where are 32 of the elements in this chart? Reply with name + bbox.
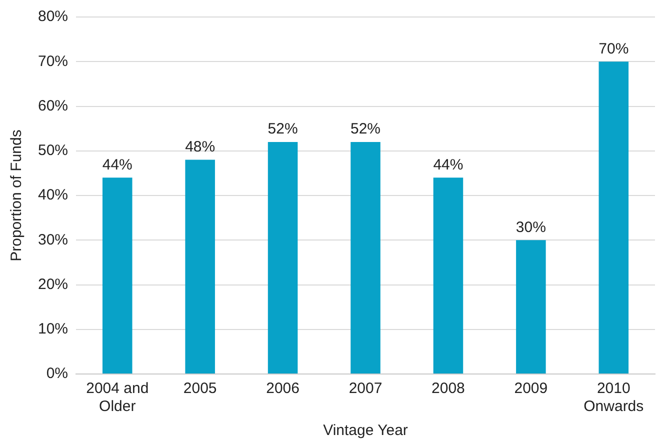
bar (185, 160, 215, 374)
y-tick-label: 40% (38, 186, 68, 204)
x-tick-label: 2005 (183, 380, 217, 398)
x-tick-label: 2007 (348, 380, 382, 398)
y-tick-label: 0% (46, 365, 68, 382)
x-tick-label: 2010 Onwards (584, 380, 644, 416)
bar (433, 178, 464, 374)
data-label: 44% (102, 156, 132, 174)
x-tick-label: 2008 (432, 380, 465, 398)
bar (350, 142, 380, 374)
data-label: 30% (516, 218, 546, 236)
data-label: 44% (433, 156, 464, 174)
y-axis-title: Proportion of Funds (8, 130, 26, 262)
data-label: 52% (268, 120, 298, 138)
y-tick-label: 70% (38, 52, 68, 70)
y-tick-label: 60% (38, 97, 68, 114)
bar (102, 178, 132, 374)
data-label: 52% (350, 120, 381, 138)
bar (516, 240, 546, 374)
y-tick-label: 50% (38, 142, 68, 160)
x-tick-label: 2009 (514, 380, 548, 398)
x-tick-label: 2004 and Older (86, 380, 149, 416)
y-tick-label: 20% (38, 276, 68, 293)
bar (598, 62, 629, 374)
y-tick-label: 80% (38, 8, 68, 26)
x-tick-label: 2006 (266, 380, 300, 398)
x-axis-title: Vintage Year (323, 422, 408, 440)
y-tick-label: 10% (38, 320, 68, 338)
data-label: 70% (598, 40, 629, 58)
bar (268, 142, 298, 374)
y-tick-label: 30% (38, 231, 68, 248)
data-label: 48% (185, 138, 216, 156)
